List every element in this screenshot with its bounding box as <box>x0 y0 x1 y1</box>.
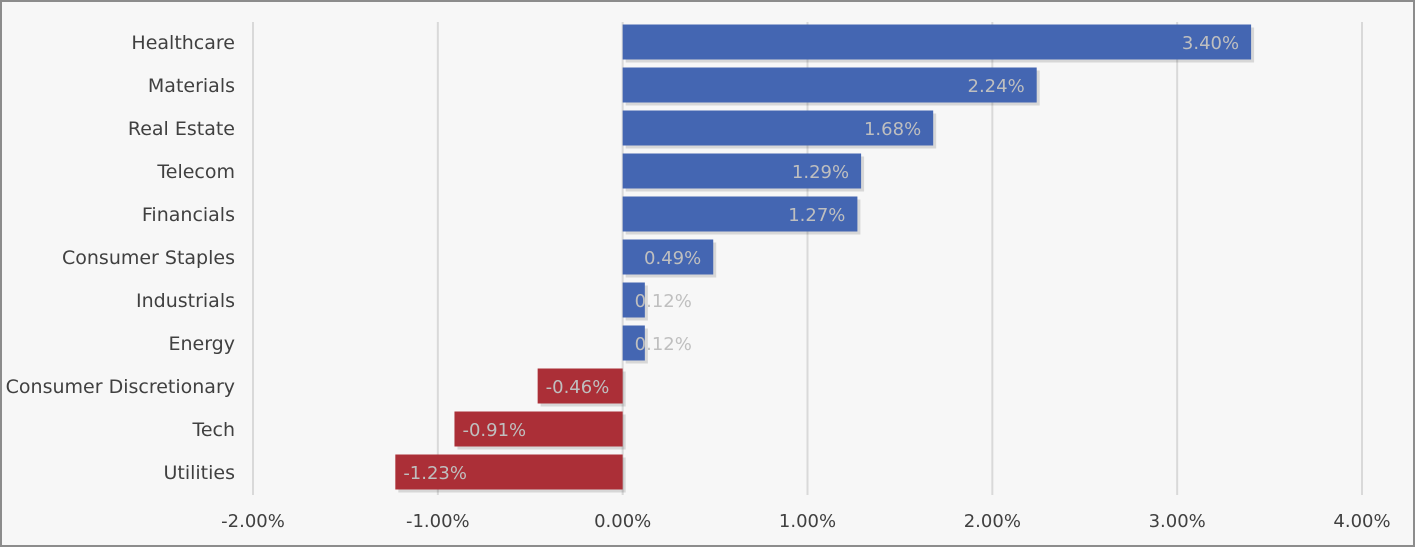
bar <box>454 411 623 447</box>
category-label: Healthcare <box>131 32 235 54</box>
category-label: Materials <box>148 75 235 97</box>
bar <box>622 239 714 275</box>
category-label: Real Estate <box>128 118 235 140</box>
data-labels: 3.40% 2.24% 1.68% 1.29% 1.27% 0.49% 0.12% 0.12%… <box>403 33 1239 484</box>
bar <box>622 67 1037 103</box>
data-label: 3.40% <box>1182 33 1239 54</box>
x-tick-label: 4.00% <box>1333 511 1390 532</box>
x-tick-label: 2.00% <box>964 511 1021 532</box>
data-label: 1.68% <box>864 119 921 140</box>
category-label: Tech <box>191 419 235 441</box>
x-tick-label: -1.00% <box>406 511 470 532</box>
bars <box>395 24 1255 493</box>
category-label: Consumer Discretionary <box>6 376 235 398</box>
bar <box>622 282 645 318</box>
x-axis-tick-labels: -2.00% -1.00% 0.00% 1.00% 2.00% 3.00% 4.00% <box>221 511 1390 532</box>
category-label: Energy <box>168 333 235 355</box>
bar <box>395 454 623 490</box>
data-label: 0.12% <box>635 291 692 312</box>
category-label: Consumer Staples <box>62 247 235 269</box>
x-tick-label: 0.00% <box>594 511 651 532</box>
data-label: -0.91% <box>462 420 526 441</box>
bar <box>622 196 858 232</box>
x-tick-label: 3.00% <box>1149 511 1206 532</box>
data-label: -1.23% <box>403 463 467 484</box>
bar <box>537 368 623 404</box>
category-label: Utilities <box>163 462 235 484</box>
x-tick-label: -2.00% <box>221 511 285 532</box>
bar <box>622 110 934 146</box>
data-label: 1.29% <box>792 162 849 183</box>
bar <box>622 24 1252 60</box>
data-label: 0.12% <box>635 334 692 355</box>
data-label: 2.24% <box>968 76 1025 97</box>
category-label: Telecom <box>156 161 235 183</box>
category-label: Financials <box>142 204 235 226</box>
data-label: 1.27% <box>788 205 845 226</box>
bar <box>622 153 862 189</box>
category-label: Industrials <box>136 290 235 312</box>
data-label: 0.49% <box>644 248 701 269</box>
data-label: -0.46% <box>546 377 610 398</box>
bar <box>622 325 645 361</box>
category-labels: Healthcare Materials Real Estate Telecom Fin… <box>6 32 235 484</box>
x-tick-label: 1.00% <box>779 511 836 532</box>
